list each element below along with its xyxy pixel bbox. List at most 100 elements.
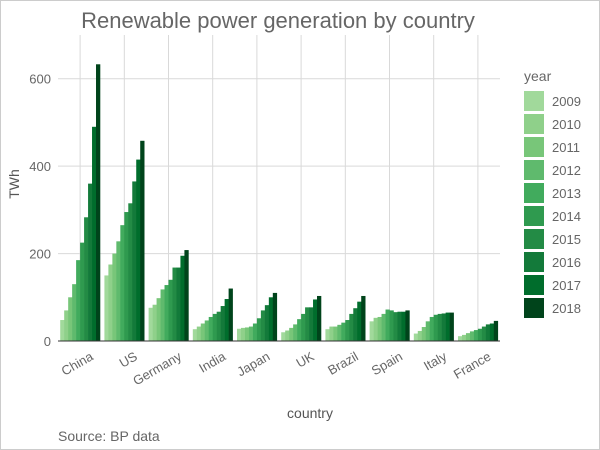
bar-spain-2011 — [377, 316, 382, 341]
y-tick-label: 200 — [29, 247, 51, 262]
bar-italy-2010 — [417, 330, 423, 341]
bar-japan-2017 — [268, 297, 274, 341]
bar-spain-2010 — [373, 317, 378, 341]
bar-france-2011 — [465, 333, 471, 341]
bar-india-2011 — [200, 323, 206, 341]
bar-china-2009 — [60, 320, 65, 341]
bar-uk-2010 — [285, 330, 290, 341]
bar-india-2017 — [224, 299, 229, 341]
y-tick-label: 600 — [29, 72, 51, 87]
bar-brazil-2010 — [329, 326, 334, 341]
legend-label-2016: 2016 — [552, 255, 581, 270]
legend-label-2010: 2010 — [552, 117, 581, 132]
legend-swatch-2009 — [524, 91, 544, 111]
bar-france-2009 — [458, 336, 463, 341]
bar-china-2017 — [92, 126, 97, 341]
legend-swatch-2018 — [524, 298, 544, 318]
bar-japan-2016 — [264, 305, 270, 341]
legend-swatch-2013 — [524, 183, 544, 203]
bar-us-2018 — [140, 140, 145, 341]
bar-japan-2018 — [272, 292, 278, 341]
y-tick-label: 400 — [29, 159, 51, 174]
bar-china-2014 — [80, 242, 85, 341]
bar-uk-2009 — [281, 332, 286, 341]
bar-brazil-2013 — [341, 322, 346, 341]
legend-swatch-2012 — [524, 160, 544, 180]
bar-india-2014 — [212, 313, 217, 341]
bar-japan-2015 — [260, 310, 266, 341]
legend-label-2015: 2015 — [552, 232, 581, 247]
bar-france-2012 — [469, 331, 475, 341]
bar-italy-2017 — [445, 312, 450, 341]
bar-spain-2014 — [389, 310, 394, 341]
bar-uk-2011 — [289, 327, 294, 341]
legend-swatch-2011 — [524, 137, 544, 157]
legend-swatch-2016 — [524, 252, 544, 272]
bar-india-2013 — [208, 316, 213, 341]
bar-us-2012 — [116, 241, 121, 341]
bar-germany-2013 — [164, 285, 169, 341]
bar-china-2015 — [84, 217, 89, 341]
bar-italy-2013 — [429, 316, 434, 341]
bar-brazil-2011 — [333, 326, 338, 341]
y-tick-label: 0 — [44, 334, 51, 349]
bar-spain-2012 — [381, 313, 386, 341]
bar-brazil-2014 — [345, 320, 350, 341]
bar-spain-2017 — [401, 311, 406, 341]
bar-uk-2012 — [293, 324, 298, 341]
bar-spain-2018 — [405, 310, 410, 341]
bar-france-2015 — [481, 326, 487, 341]
bar-china-2016 — [88, 183, 93, 341]
bar-japan-2013 — [252, 323, 258, 341]
bar-germany-2009 — [148, 307, 153, 341]
bar-china-2010 — [64, 310, 69, 341]
bar-japan-2010 — [240, 327, 246, 341]
bar-italy-2009 — [413, 333, 419, 341]
bar-germany-2015 — [172, 267, 177, 341]
bar-us-2014 — [124, 212, 129, 341]
bar-germany-2011 — [156, 298, 161, 341]
bar-uk-2017 — [313, 299, 318, 341]
bar-germany-2012 — [160, 289, 165, 341]
bar-spain-2015 — [393, 312, 398, 341]
bar-us-2010 — [108, 264, 113, 341]
bars — [60, 64, 499, 341]
bar-india-2018 — [228, 288, 233, 341]
legend-swatch-2017 — [524, 275, 544, 295]
bar-china-2012 — [72, 284, 77, 341]
bar-italy-2011 — [421, 327, 427, 341]
bar-france-2014 — [477, 328, 483, 341]
legend-swatch-2015 — [524, 229, 544, 249]
bar-us-2009 — [104, 275, 109, 341]
bar-india-2012 — [204, 320, 210, 341]
bar-germany-2010 — [152, 304, 157, 341]
bar-france-2010 — [461, 334, 467, 341]
bar-brazil-2015 — [349, 313, 354, 341]
bar-france-2013 — [473, 330, 479, 341]
bar-us-2013 — [120, 225, 125, 341]
legend-label-2011: 2011 — [552, 140, 580, 155]
bar-uk-2014 — [301, 313, 306, 341]
legend-label-2013: 2013 — [552, 186, 581, 201]
bar-italy-2016 — [441, 313, 446, 341]
bar-spain-2016 — [397, 311, 402, 341]
bar-india-2009 — [192, 329, 198, 341]
bar-uk-2016 — [309, 307, 314, 341]
bar-brazil-2017 — [357, 301, 362, 341]
bar-spain-2013 — [385, 309, 390, 341]
bar-uk-2013 — [297, 319, 302, 341]
legend-title: year — [524, 68, 552, 84]
x-axis-title: country — [287, 405, 333, 421]
bar-uk-2018 — [317, 295, 322, 341]
bar-japan-2014 — [256, 318, 262, 341]
legend-swatch-2010 — [524, 114, 544, 134]
chart-title: Renewable power generation by country — [81, 8, 475, 33]
bar-france-2017 — [489, 323, 495, 341]
bar-us-2017 — [136, 159, 141, 341]
bar-brazil-2009 — [325, 329, 330, 341]
bar-india-2010 — [196, 326, 202, 341]
bar-italy-2018 — [449, 312, 454, 341]
y-tick-labels: 0 200 400 600 — [29, 72, 51, 349]
bar-italy-2014 — [433, 314, 438, 341]
